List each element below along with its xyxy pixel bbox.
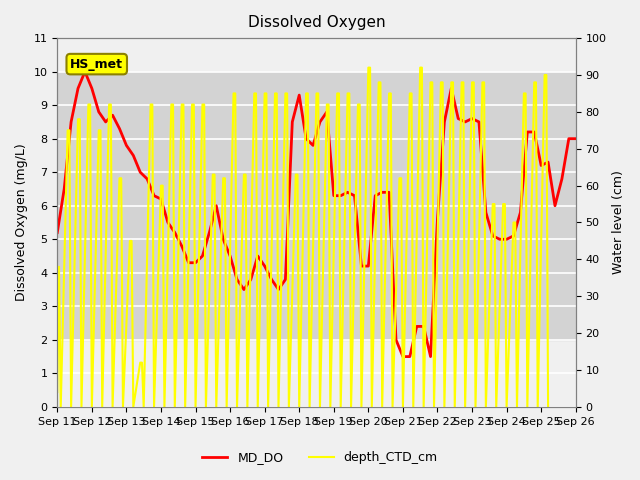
Text: HS_met: HS_met	[70, 58, 124, 71]
Bar	[57, 72, 576, 340]
Title: Dissolved Oxygen: Dissolved Oxygen	[248, 15, 385, 30]
Y-axis label: Dissolved Oxygen (mg/L): Dissolved Oxygen (mg/L)	[15, 144, 28, 301]
Legend: MD_DO, depth_CTD_cm: MD_DO, depth_CTD_cm	[197, 446, 443, 469]
Y-axis label: Water level (cm): Water level (cm)	[612, 170, 625, 275]
